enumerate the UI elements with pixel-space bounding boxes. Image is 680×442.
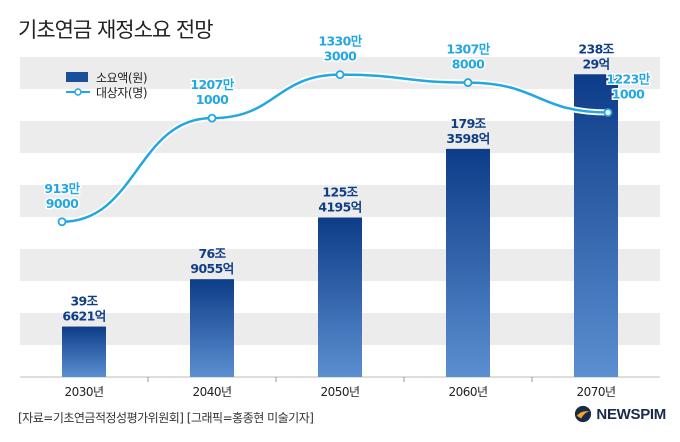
- line-point: [603, 108, 613, 117]
- bar-value-label: 76조: [198, 246, 226, 261]
- legend-bar-label: 소요액(원): [96, 71, 147, 85]
- bar: [574, 74, 618, 377]
- bar-value-label: 29억: [582, 56, 609, 71]
- bar-value-label: 3598억: [446, 131, 489, 146]
- bar: [62, 326, 106, 377]
- bar-value-label: 179조: [450, 116, 486, 131]
- line-value-label: 3000: [324, 49, 357, 64]
- bar: [190, 279, 234, 377]
- line-point: [335, 70, 345, 80]
- line-series: [57, 70, 613, 227]
- newspim-logo-icon: [575, 405, 592, 423]
- bar-value-label: 125조: [322, 184, 358, 199]
- x-axis-tick-label: 2040년: [192, 385, 231, 399]
- line-value-label: 1207만: [190, 77, 234, 92]
- line-value-label: 1000: [196, 92, 229, 107]
- line-point: [463, 78, 473, 87]
- background-band: [20, 121, 660, 153]
- source-credit: [자료=기초연금적정성평가위원회] [그래픽=홍종현 미술기자]: [18, 411, 314, 425]
- bar-value-label: 238조: [578, 41, 614, 56]
- x-axis-tick-label: 2070년: [576, 385, 615, 399]
- line-value-label: 9000: [46, 196, 79, 211]
- line-path: [61, 73, 609, 224]
- legend-line-label: 대상자(명): [96, 86, 147, 100]
- background-band: [20, 185, 660, 217]
- bar: [318, 217, 362, 377]
- line-value-label: 1307만: [446, 42, 490, 57]
- line-value-label: 1000: [612, 87, 645, 102]
- newspim-logo: NEWSPIM: [574, 405, 666, 423]
- line-point: [207, 113, 217, 123]
- line-value-label: 8000: [452, 57, 485, 72]
- x-axis-ticks: 2030년 2040년 2050년 2060년 2070년: [64, 377, 616, 399]
- legend-bar-swatch: [66, 72, 88, 82]
- x-axis-tick-label: 2060년: [448, 385, 487, 399]
- bar: [446, 148, 490, 377]
- line-value-label: 1330만: [318, 34, 362, 49]
- chart-title: 기초연금 재정소요 전망: [18, 18, 214, 42]
- legend: 소요액(원) 대상자(명): [66, 71, 148, 100]
- line-value-label: 1223만: [606, 72, 650, 87]
- bar-value-label: 39조: [70, 294, 98, 309]
- line-value-label: 913만: [44, 181, 80, 196]
- bar-value-label: 6621억: [62, 309, 105, 324]
- bar-value-label: 4195억: [318, 199, 361, 214]
- newspim-logo-text: NEWSPIM: [596, 405, 666, 423]
- x-axis-tick-label: 2030년: [64, 385, 103, 399]
- line-point: [57, 217, 67, 227]
- bar-series: [62, 74, 618, 377]
- x-axis-tick-label: 2050년: [320, 385, 359, 399]
- legend-line-marker: [74, 88, 82, 96]
- bar-value-label: 9055억: [190, 261, 233, 276]
